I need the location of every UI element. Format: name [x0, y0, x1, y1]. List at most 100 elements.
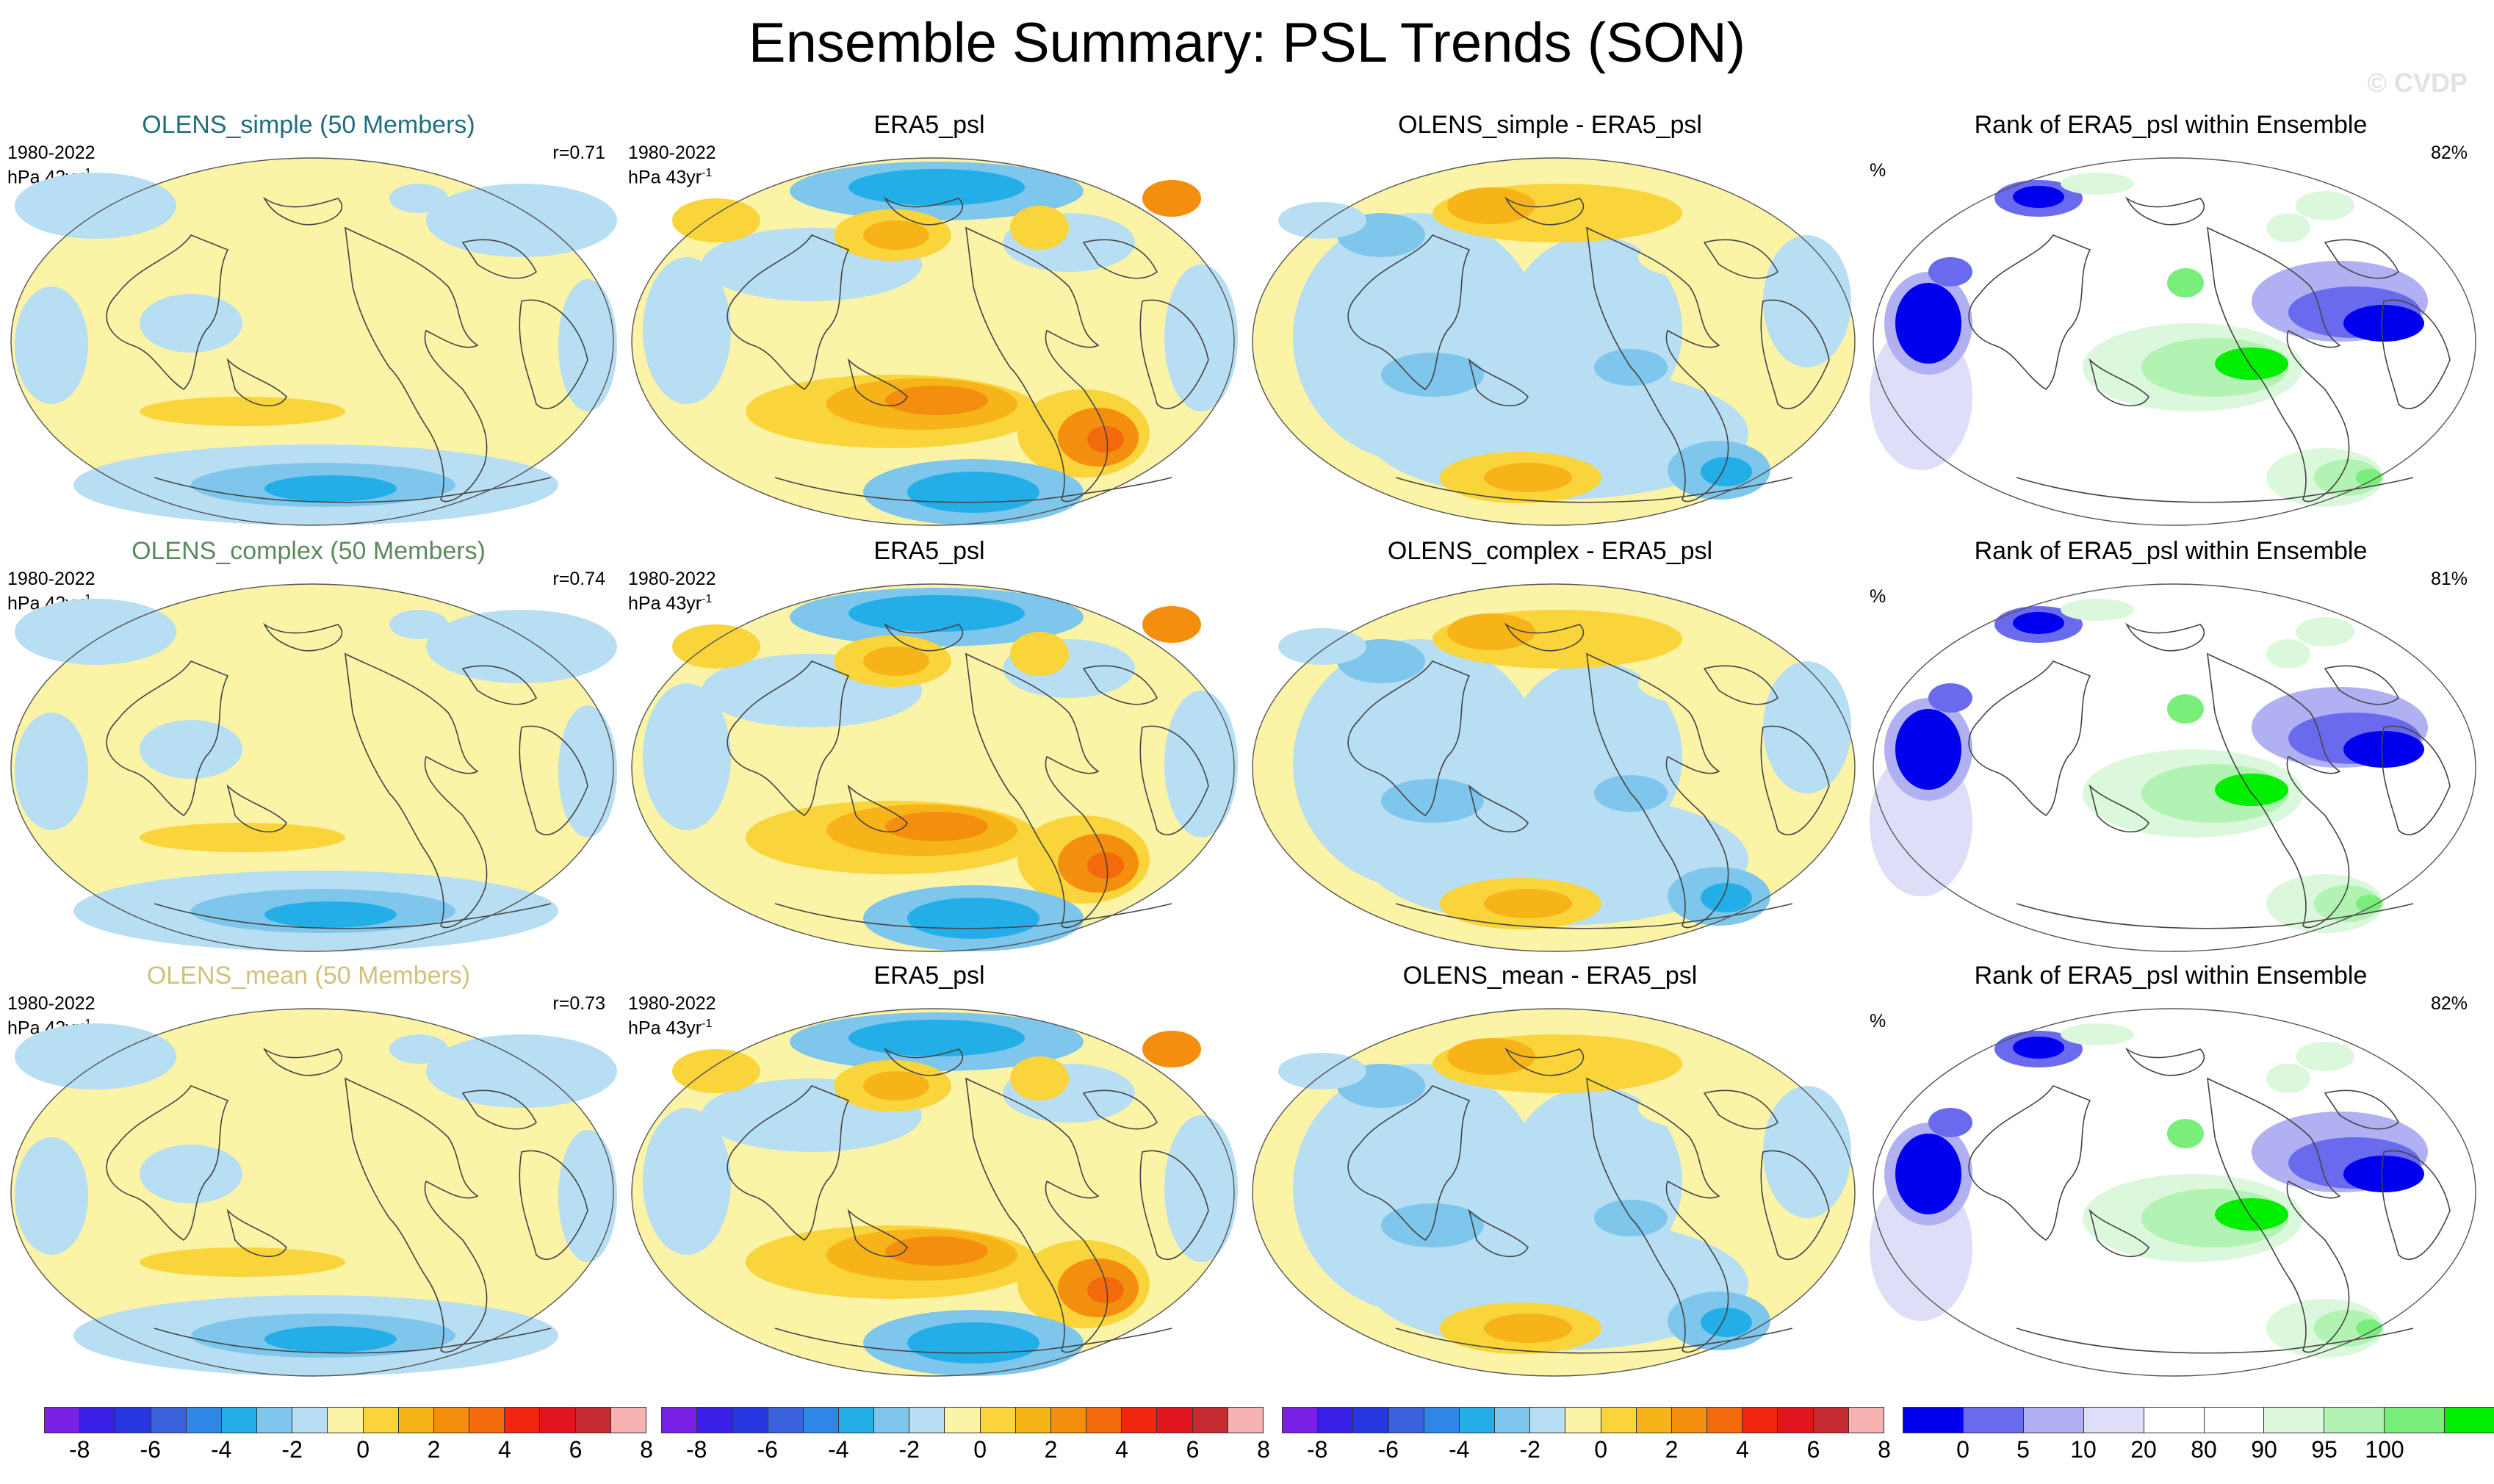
- colorbar-swatch: [838, 1407, 875, 1433]
- colorbar-swatch: [398, 1407, 434, 1433]
- colorbar-swatch: [1963, 1407, 2024, 1433]
- rank-map: [1870, 1008, 2476, 1377]
- colorbar-swatch: [1778, 1407, 1814, 1433]
- diff-panel-title: OLENS_complex - ERA5_psl: [1387, 537, 1713, 565]
- model-panel-title: OLENS_complex (50 Members): [131, 537, 486, 565]
- colorbar-swatch: [1050, 1407, 1087, 1433]
- colorbar-tick-label: 8: [1257, 1436, 1270, 1463]
- model-panel-title: OLENS_mean (50 Members): [146, 962, 471, 990]
- model-trend-map: [10, 157, 617, 526]
- rank-panel-2: Rank of ERA5_psl within Ensemble % 81%: [1862, 536, 2479, 955]
- colorbar-tick-label: -4: [1448, 1436, 1470, 1463]
- obs-trend-map: [631, 583, 1238, 952]
- rank-map: [1870, 157, 2476, 526]
- colorbar-swatch: [1671, 1407, 1708, 1433]
- colorbar-swatch: [292, 1407, 328, 1433]
- colorbar-swatch: [1192, 1407, 1228, 1433]
- colorbar-swatch: [363, 1407, 399, 1433]
- panel-meta: 1980-2022 hPa 43yr-1: [628, 569, 716, 613]
- colorbar-tick-label: 4: [1115, 1436, 1128, 1463]
- colorbar-swatch: [433, 1407, 470, 1433]
- obs-trend-map: [631, 157, 1238, 526]
- colorbar-tick-label: -8: [686, 1436, 707, 1463]
- colorbar-tick-label: -6: [140, 1436, 161, 1463]
- obs-panel-3: ERA5_psl 1980-2022 hPa 43yr-1: [621, 961, 1238, 1380]
- rank-panel-title: Rank of ERA5_psl within Ensemble: [1974, 537, 2368, 565]
- model-panel-3: OLENS_mean (50 Members) 1980-2022 hPa 43…: [0, 961, 617, 1380]
- colorbar-tick-label: 2: [427, 1436, 441, 1463]
- colorbar-swatch: [2324, 1407, 2385, 1433]
- colorbar-swatch: [2204, 1407, 2265, 1433]
- model-panel-title: OLENS_simple (50 Members): [142, 111, 475, 139]
- units-label: hPa 43yr-1: [628, 167, 713, 188]
- model-trend-map: [10, 583, 617, 952]
- rank-panel-title: Rank of ERA5_psl within Ensemble: [1974, 962, 2368, 990]
- rank-percent: 82%: [2430, 993, 2468, 1014]
- colorbar-swatch: [1495, 1407, 1531, 1433]
- colorbar-swatch: [1228, 1407, 1264, 1433]
- colorbar-swatch: [1707, 1407, 1743, 1433]
- colorbar-tick-label: -4: [827, 1436, 849, 1463]
- colorbar-swatch: [221, 1407, 258, 1433]
- colorbar-swatch: [1122, 1407, 1158, 1433]
- pattern-correlation: r=0.71: [552, 143, 605, 163]
- diff-panel-3: OLENS_mean - ERA5_psl: [1241, 961, 1859, 1380]
- colorbar-swatch: [661, 1407, 698, 1433]
- rank-map: [1870, 583, 2476, 952]
- cvdp-watermark: © CVDP: [2367, 68, 2468, 98]
- rank-unit-label: %: [1870, 160, 1886, 181]
- rank-panel-title: Rank of ERA5_psl within Ensemble: [1974, 111, 2368, 139]
- diff-panel-title: OLENS_mean - ERA5_psl: [1402, 962, 1698, 990]
- colorbar-swatch: [2144, 1407, 2205, 1433]
- colorbar-swatch: [874, 1407, 910, 1433]
- obs-panel-1: ERA5_psl 1980-2022 hPa 43yr-1: [621, 110, 1238, 529]
- rank-percent: 81%: [2430, 569, 2468, 589]
- panel-meta: 1980-2022 hPa 43yr-1: [628, 993, 716, 1038]
- colorbar-tick-label: 0: [1956, 1436, 1969, 1463]
- colorbar-swatch: [2385, 1407, 2446, 1433]
- colorbar-swatch: [2264, 1407, 2325, 1433]
- colorbar-tick-label: 90: [2251, 1436, 2277, 1463]
- colorbar-tick-label: -4: [210, 1436, 232, 1463]
- obs-panel-title: ERA5_psl: [873, 537, 985, 565]
- colorbar-tick-label: 6: [569, 1436, 583, 1463]
- colorbar-tick-label: 2: [1044, 1436, 1058, 1463]
- colorbar-swatch: [2445, 1407, 2494, 1433]
- colorbar-swatch: [1848, 1407, 1884, 1433]
- obs-panel-title: ERA5_psl: [873, 111, 985, 139]
- colorbar-swatch: [1742, 1407, 1778, 1433]
- colorbar-swatch: [575, 1407, 611, 1433]
- colorbar-swatch: [1636, 1407, 1672, 1433]
- trend-colorbar-3: -8 -6 -4 -2 0 2 4 6 8: [1282, 1407, 1891, 1484]
- pattern-correlation: r=0.73: [552, 993, 605, 1014]
- colorbar-tick-label: -2: [898, 1436, 920, 1463]
- diff-panel-2: OLENS_complex - ERA5_psl: [1241, 536, 1859, 955]
- colorbar-swatch: [1459, 1407, 1496, 1433]
- colorbar-swatch: [1318, 1407, 1354, 1433]
- colorbar-tick-label: 6: [1186, 1436, 1200, 1463]
- colorbar-tick-label: -8: [69, 1436, 90, 1463]
- diff-panel-title: OLENS_simple - ERA5_psl: [1398, 111, 1702, 139]
- diff-trend-map: [1252, 583, 1856, 952]
- colorbar-swatch: [803, 1407, 839, 1433]
- colorbar-tick-label: 4: [1736, 1436, 1749, 1463]
- colorbar-tick-label: 5: [2017, 1436, 2030, 1463]
- rank-colorbar: 0 5 10 20 80 90 95 100: [1903, 1407, 2494, 1484]
- colorbar-swatch: [1424, 1407, 1460, 1433]
- colorbar-swatch: [1157, 1407, 1193, 1433]
- colorbar-swatch: [1903, 1407, 1964, 1433]
- obs-panel-2: ERA5_psl 1980-2022 hPa 43yr-1: [621, 536, 1238, 955]
- units-label: hPa 43yr-1: [628, 593, 713, 614]
- colorbar-swatch: [1086, 1407, 1122, 1433]
- model-trend-map: [10, 1008, 617, 1377]
- colorbar-tick-label: 80: [2191, 1436, 2217, 1463]
- colorbar-tick-label: -2: [281, 1436, 303, 1463]
- colorbar-tick-label: 0: [1594, 1436, 1608, 1463]
- colorbar-swatch: [1388, 1407, 1424, 1433]
- colorbar-tick-label: 8: [1878, 1436, 1891, 1463]
- pattern-correlation: r=0.74: [552, 569, 605, 589]
- colorbar-swatch: [115, 1407, 151, 1433]
- colorbar-swatch: [980, 1407, 1016, 1433]
- rank-panel-1: Rank of ERA5_psl within Ensemble % 82%: [1862, 110, 2479, 529]
- colorbar-swatch: [1813, 1407, 1849, 1433]
